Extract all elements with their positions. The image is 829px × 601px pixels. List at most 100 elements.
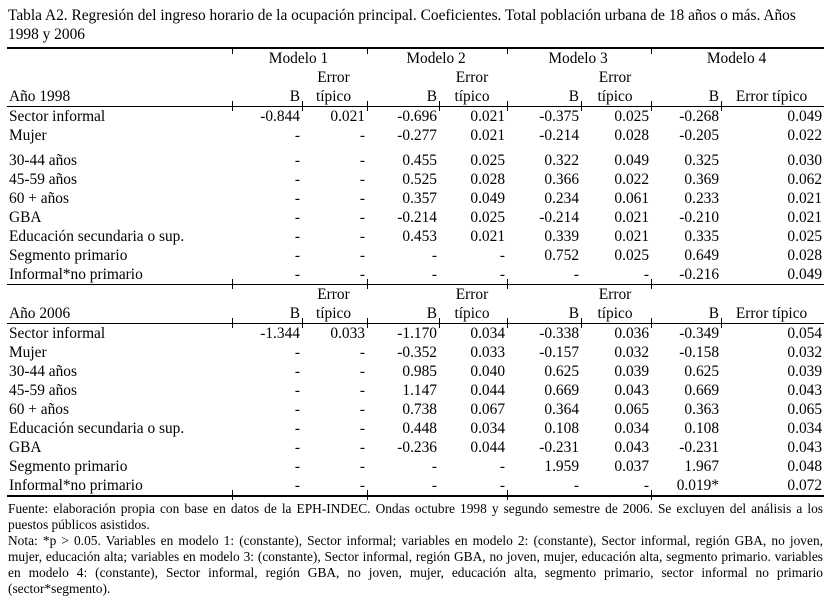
value-cell: -0.338 bbox=[539, 325, 580, 342]
value-cell: 0.028 bbox=[470, 171, 506, 188]
value-cell: 0.364 bbox=[544, 401, 580, 418]
model-header: Modelo 1 bbox=[232, 47, 369, 68]
value-cell: - bbox=[294, 127, 300, 144]
value-cell: - bbox=[507, 476, 582, 497]
value-cell: - bbox=[359, 458, 366, 475]
value-cell: 0.022 bbox=[787, 127, 823, 144]
value-cell: 0.032 bbox=[787, 344, 823, 361]
spacer-cell bbox=[721, 285, 824, 305]
col-header-b: B bbox=[507, 304, 583, 328]
model-header: Modelo 4 bbox=[651, 47, 825, 68]
value-cell: - bbox=[359, 344, 366, 361]
col-header-tipico: típico bbox=[302, 87, 369, 111]
value-cell: - bbox=[431, 458, 438, 475]
row-label: Sector informal bbox=[9, 108, 106, 125]
value-cell: - bbox=[359, 190, 366, 207]
value-cell: 0.065 bbox=[614, 401, 650, 418]
table-row: Informal*no primario - - - - - - 0.019* … bbox=[7, 476, 825, 500]
value-cell: -0.158 bbox=[679, 344, 720, 361]
value-cell: - bbox=[294, 247, 300, 264]
col-header-error: Error bbox=[598, 69, 632, 86]
value-cell: - bbox=[294, 171, 300, 188]
row-label: Informal*no primario bbox=[7, 265, 233, 289]
value-cell: 0.625 bbox=[544, 363, 580, 380]
col-header-b: B bbox=[232, 304, 303, 328]
value-cell: - bbox=[499, 247, 506, 264]
value-cell: 0.021 bbox=[614, 228, 650, 245]
value-cell: 0.049 bbox=[614, 152, 650, 169]
col-header-error: Error bbox=[317, 286, 350, 303]
table-row: 60 + años - - 0.738 0.067 0.364 0.065 0.… bbox=[7, 400, 824, 419]
table-row: Sector informal -1.344 0.033 -1.170 0.03… bbox=[7, 324, 824, 344]
col-header-error: Error bbox=[455, 286, 489, 303]
row-label: 45-59 años bbox=[9, 171, 77, 188]
header-1998: Modelo 1 Modelo 2 Modelo 3 Modelo 4 Erro… bbox=[7, 47, 825, 111]
row-label: Segmento primario bbox=[9, 247, 128, 264]
col-header-b: B bbox=[651, 87, 723, 111]
value-cell: 0.067 bbox=[470, 401, 506, 418]
value-cell: - bbox=[431, 247, 438, 264]
value-cell: -0.205 bbox=[679, 127, 720, 144]
value-cell: - bbox=[294, 439, 300, 456]
value-cell: 0.108 bbox=[544, 420, 580, 437]
value-cell: - bbox=[232, 265, 302, 285]
error-header-row: Error Error Error bbox=[7, 285, 824, 305]
spacer-cell bbox=[367, 285, 439, 305]
value-cell: 0.322 bbox=[544, 152, 580, 169]
value-cell: - bbox=[581, 476, 653, 500]
regression-table: Modelo 1 Modelo 2 Modelo 3 Modelo 4 Erro… bbox=[7, 47, 825, 500]
value-cell: 0.065 bbox=[787, 401, 823, 418]
row-label: Sector informal bbox=[9, 325, 106, 342]
value-cell: 0.034 bbox=[470, 325, 506, 342]
value-cell: 0.019* bbox=[651, 476, 722, 497]
value-cell: 0.021 bbox=[470, 108, 506, 125]
col-header-tipico: típico bbox=[302, 304, 369, 328]
value-cell: -0.231 bbox=[539, 439, 580, 456]
table-row: Segmento primario - - - - 0.752 0.025 0.… bbox=[7, 246, 824, 265]
column-header-row-2006: Año 2006 B típico B típico B típico B Er… bbox=[7, 304, 825, 328]
spacer-cell bbox=[651, 285, 721, 305]
panel-2006-rows: Sector informal -1.344 0.033 -1.170 0.03… bbox=[7, 324, 825, 500]
error-header-row: Error Error Error bbox=[7, 68, 824, 87]
value-cell: - bbox=[294, 209, 300, 226]
value-cell: 0.021 bbox=[330, 108, 366, 125]
row-label: GBA bbox=[9, 209, 42, 226]
value-cell: 0.034 bbox=[614, 420, 650, 437]
value-cell: - bbox=[359, 171, 366, 188]
value-cell: 0.025 bbox=[470, 152, 506, 169]
col-header-b: B bbox=[367, 304, 441, 328]
value-cell: 0.054 bbox=[787, 325, 823, 342]
table-row: 45-59 años - - 0.525 0.028 0.366 0.022 0… bbox=[7, 170, 824, 189]
spacer-cell bbox=[232, 68, 302, 87]
value-cell: 0.049 bbox=[470, 190, 506, 207]
value-cell: -1.344 bbox=[260, 325, 300, 342]
value-cell: 0.325 bbox=[684, 152, 720, 169]
value-cell: - bbox=[359, 247, 366, 264]
value-cell: 1.147 bbox=[402, 382, 438, 399]
col-header-error-tipico: Error típico bbox=[721, 87, 825, 107]
col-header-b: B bbox=[232, 87, 303, 111]
model-header-row: Modelo 1 Modelo 2 Modelo 3 Modelo 4 bbox=[7, 47, 825, 68]
value-cell: 0.453 bbox=[402, 228, 438, 245]
value-cell: 0.043 bbox=[787, 439, 823, 456]
value-cell: 0.108 bbox=[684, 420, 720, 437]
value-cell: 0.363 bbox=[684, 401, 720, 418]
value-cell: 0.039 bbox=[614, 363, 650, 380]
value-cell: - bbox=[367, 265, 440, 285]
table-row: Educación secundaria o sup. - - 0.448 0.… bbox=[7, 419, 824, 438]
value-cell: 0.357 bbox=[402, 190, 438, 207]
row-label: Mujer bbox=[9, 344, 47, 361]
col-header-tipico: típico bbox=[439, 304, 509, 328]
value-cell: 0.335 bbox=[684, 228, 720, 245]
value-cell: -0.214 bbox=[539, 209, 580, 226]
value-cell: - bbox=[302, 265, 369, 289]
table-row: Sector informal -0.844 0.021 -0.696 0.02… bbox=[7, 107, 824, 127]
value-cell: 0.669 bbox=[684, 382, 720, 399]
value-cell: 1.959 bbox=[544, 458, 580, 475]
value-cell: 0.044 bbox=[470, 382, 506, 399]
value-cell: 0.028 bbox=[787, 247, 823, 264]
value-cell: - bbox=[294, 363, 300, 380]
spacer-cell bbox=[7, 285, 232, 305]
value-cell: - bbox=[359, 401, 366, 418]
